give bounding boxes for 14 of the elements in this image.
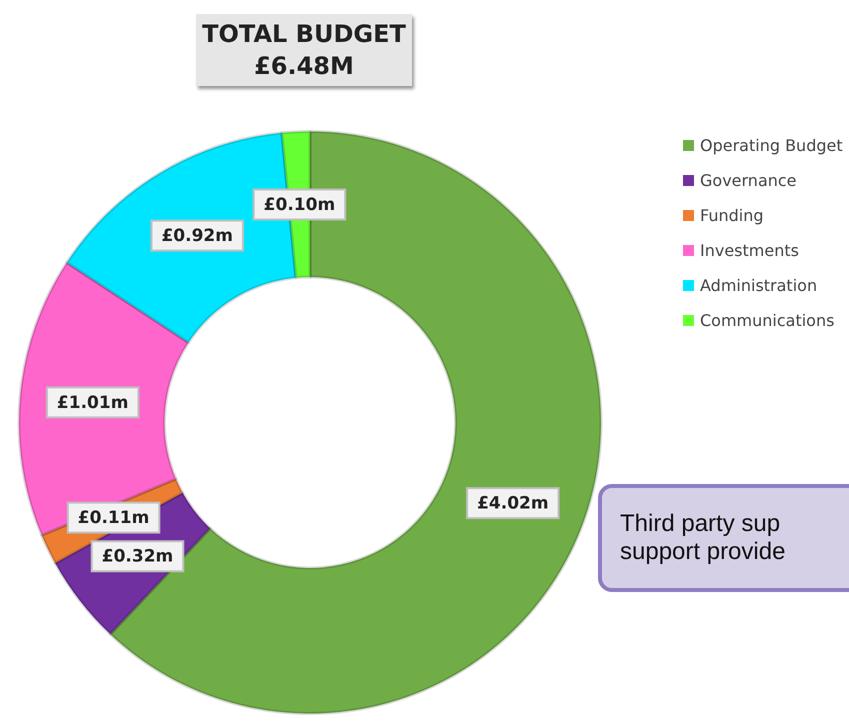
legend-label: Administration bbox=[700, 276, 818, 295]
data-label: £0.32m bbox=[102, 546, 174, 567]
data-label: £0.11m bbox=[78, 508, 150, 528]
data-label: £0.10m bbox=[264, 194, 336, 215]
data-label: £1.01m bbox=[56, 392, 128, 413]
legend-label: Operating Budget bbox=[700, 136, 843, 155]
legend-label: Governance bbox=[700, 171, 797, 190]
data-label: £0.92m bbox=[161, 226, 233, 246]
text: Third party sup support provide bbox=[598, 484, 849, 592]
legend-label: Funding bbox=[700, 206, 764, 225]
chart-title: TOTAL BUDGET £6.48M bbox=[196, 14, 412, 86]
data-label: £4.02m bbox=[477, 494, 549, 514]
legend-label: Investments bbox=[700, 241, 799, 260]
legend-label: Communications bbox=[700, 311, 834, 330]
